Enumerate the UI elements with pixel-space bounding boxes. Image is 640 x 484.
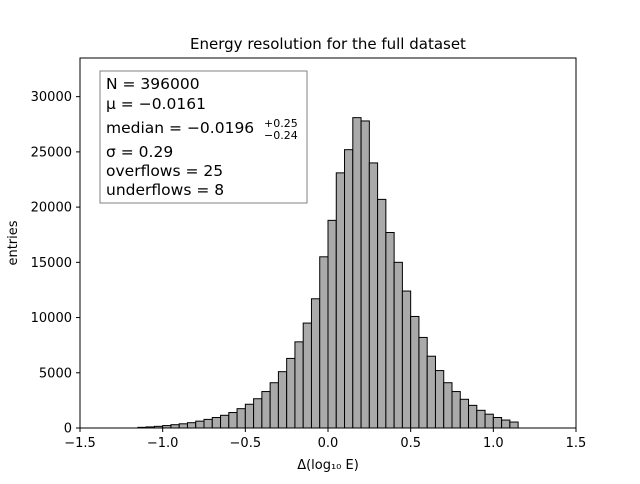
x-tick-label: −1.5	[64, 436, 96, 451]
stat-overflows: overflows = 25	[106, 162, 223, 180]
y-tick-label: 25000	[31, 145, 72, 160]
x-tick-label: 1.5	[566, 436, 587, 451]
y-axis-label: entries	[6, 220, 21, 265]
x-tick-label: 1.0	[483, 436, 504, 451]
histogram-bar	[277, 371, 288, 429]
histogram-bar	[468, 404, 478, 429]
stats-box-frame	[99, 70, 308, 204]
histogram-bar	[426, 355, 436, 429]
histogram-bar	[269, 382, 279, 429]
histogram-bar	[501, 419, 511, 429]
x-tick-label: 0.0	[318, 436, 339, 451]
histogram-bar	[418, 336, 428, 429]
histogram-bar	[310, 298, 321, 429]
histogram-bar	[393, 261, 403, 429]
histogram-bar	[236, 408, 246, 429]
stats-box: N = 396000 μ = −0.0161 median = −0.0196 …	[99, 70, 308, 204]
x-tick-label: −0.5	[230, 436, 262, 451]
stat-n: N = 396000	[106, 75, 200, 93]
histogram-bar	[335, 172, 346, 429]
y-tick-label: 15000	[31, 256, 72, 271]
histogram-bar	[203, 418, 213, 429]
stat-mu: μ = −0.0161	[106, 95, 206, 113]
x-tick-label: −1.0	[147, 436, 179, 451]
y-tick-label: 30000	[31, 90, 72, 105]
histogram-bar	[476, 409, 486, 429]
histogram-bar	[401, 290, 412, 429]
histogram-bar	[286, 357, 296, 429]
histogram-bar	[344, 149, 354, 429]
x-axis-label: Δ(log₁₀ E)	[297, 458, 359, 473]
histogram-bar	[368, 162, 379, 429]
histogram-bar	[294, 341, 304, 429]
histogram-bar	[377, 198, 387, 429]
y-tick-label: 0	[64, 422, 72, 437]
stat-median-upper: +0.25	[264, 117, 298, 130]
histogram-bar	[319, 256, 329, 429]
histogram-bar	[509, 421, 519, 429]
histogram-bar	[443, 382, 453, 429]
chart-title: Energy resolution for the full dataset	[190, 35, 466, 53]
y-axis-ticks: 0 5000 10000 15000 20000 25000 30000	[31, 90, 80, 437]
histogram-bar	[261, 391, 271, 429]
histogram-bar	[410, 315, 420, 429]
histogram-bar	[178, 423, 188, 429]
histogram-bar	[459, 398, 470, 429]
histogram-bar	[302, 322, 312, 429]
histogram-bar	[244, 403, 255, 429]
histogram-bar	[211, 417, 222, 429]
histogram-bar	[186, 422, 197, 429]
stat-median-lower: −0.24	[264, 129, 298, 142]
histogram-bar	[385, 232, 395, 429]
x-tick-label: 0.5	[400, 436, 421, 451]
histogram-bar	[492, 417, 503, 429]
histogram-bar	[195, 420, 205, 429]
stat-sigma: σ = 0.29	[106, 143, 173, 161]
histogram-bar	[434, 370, 445, 429]
histogram-bar	[228, 412, 238, 429]
y-tick-label: 5000	[39, 366, 72, 381]
stat-median: median = −0.0196	[106, 119, 254, 137]
y-tick-label: 10000	[31, 311, 72, 326]
histogram-bar	[253, 398, 263, 429]
histogram-bar	[451, 391, 461, 429]
histogram-bar	[484, 413, 494, 429]
stat-underflows: underflows = 8	[106, 181, 224, 199]
y-tick-label: 20000	[31, 201, 72, 216]
x-axis-ticks: −1.5 −1.0 −0.5 0.0 0.5 1.0 1.5	[64, 428, 586, 451]
histogram-bar	[360, 120, 370, 429]
histogram-bar	[327, 219, 337, 429]
histogram-bar	[352, 117, 362, 429]
histogram-bar	[220, 414, 230, 429]
